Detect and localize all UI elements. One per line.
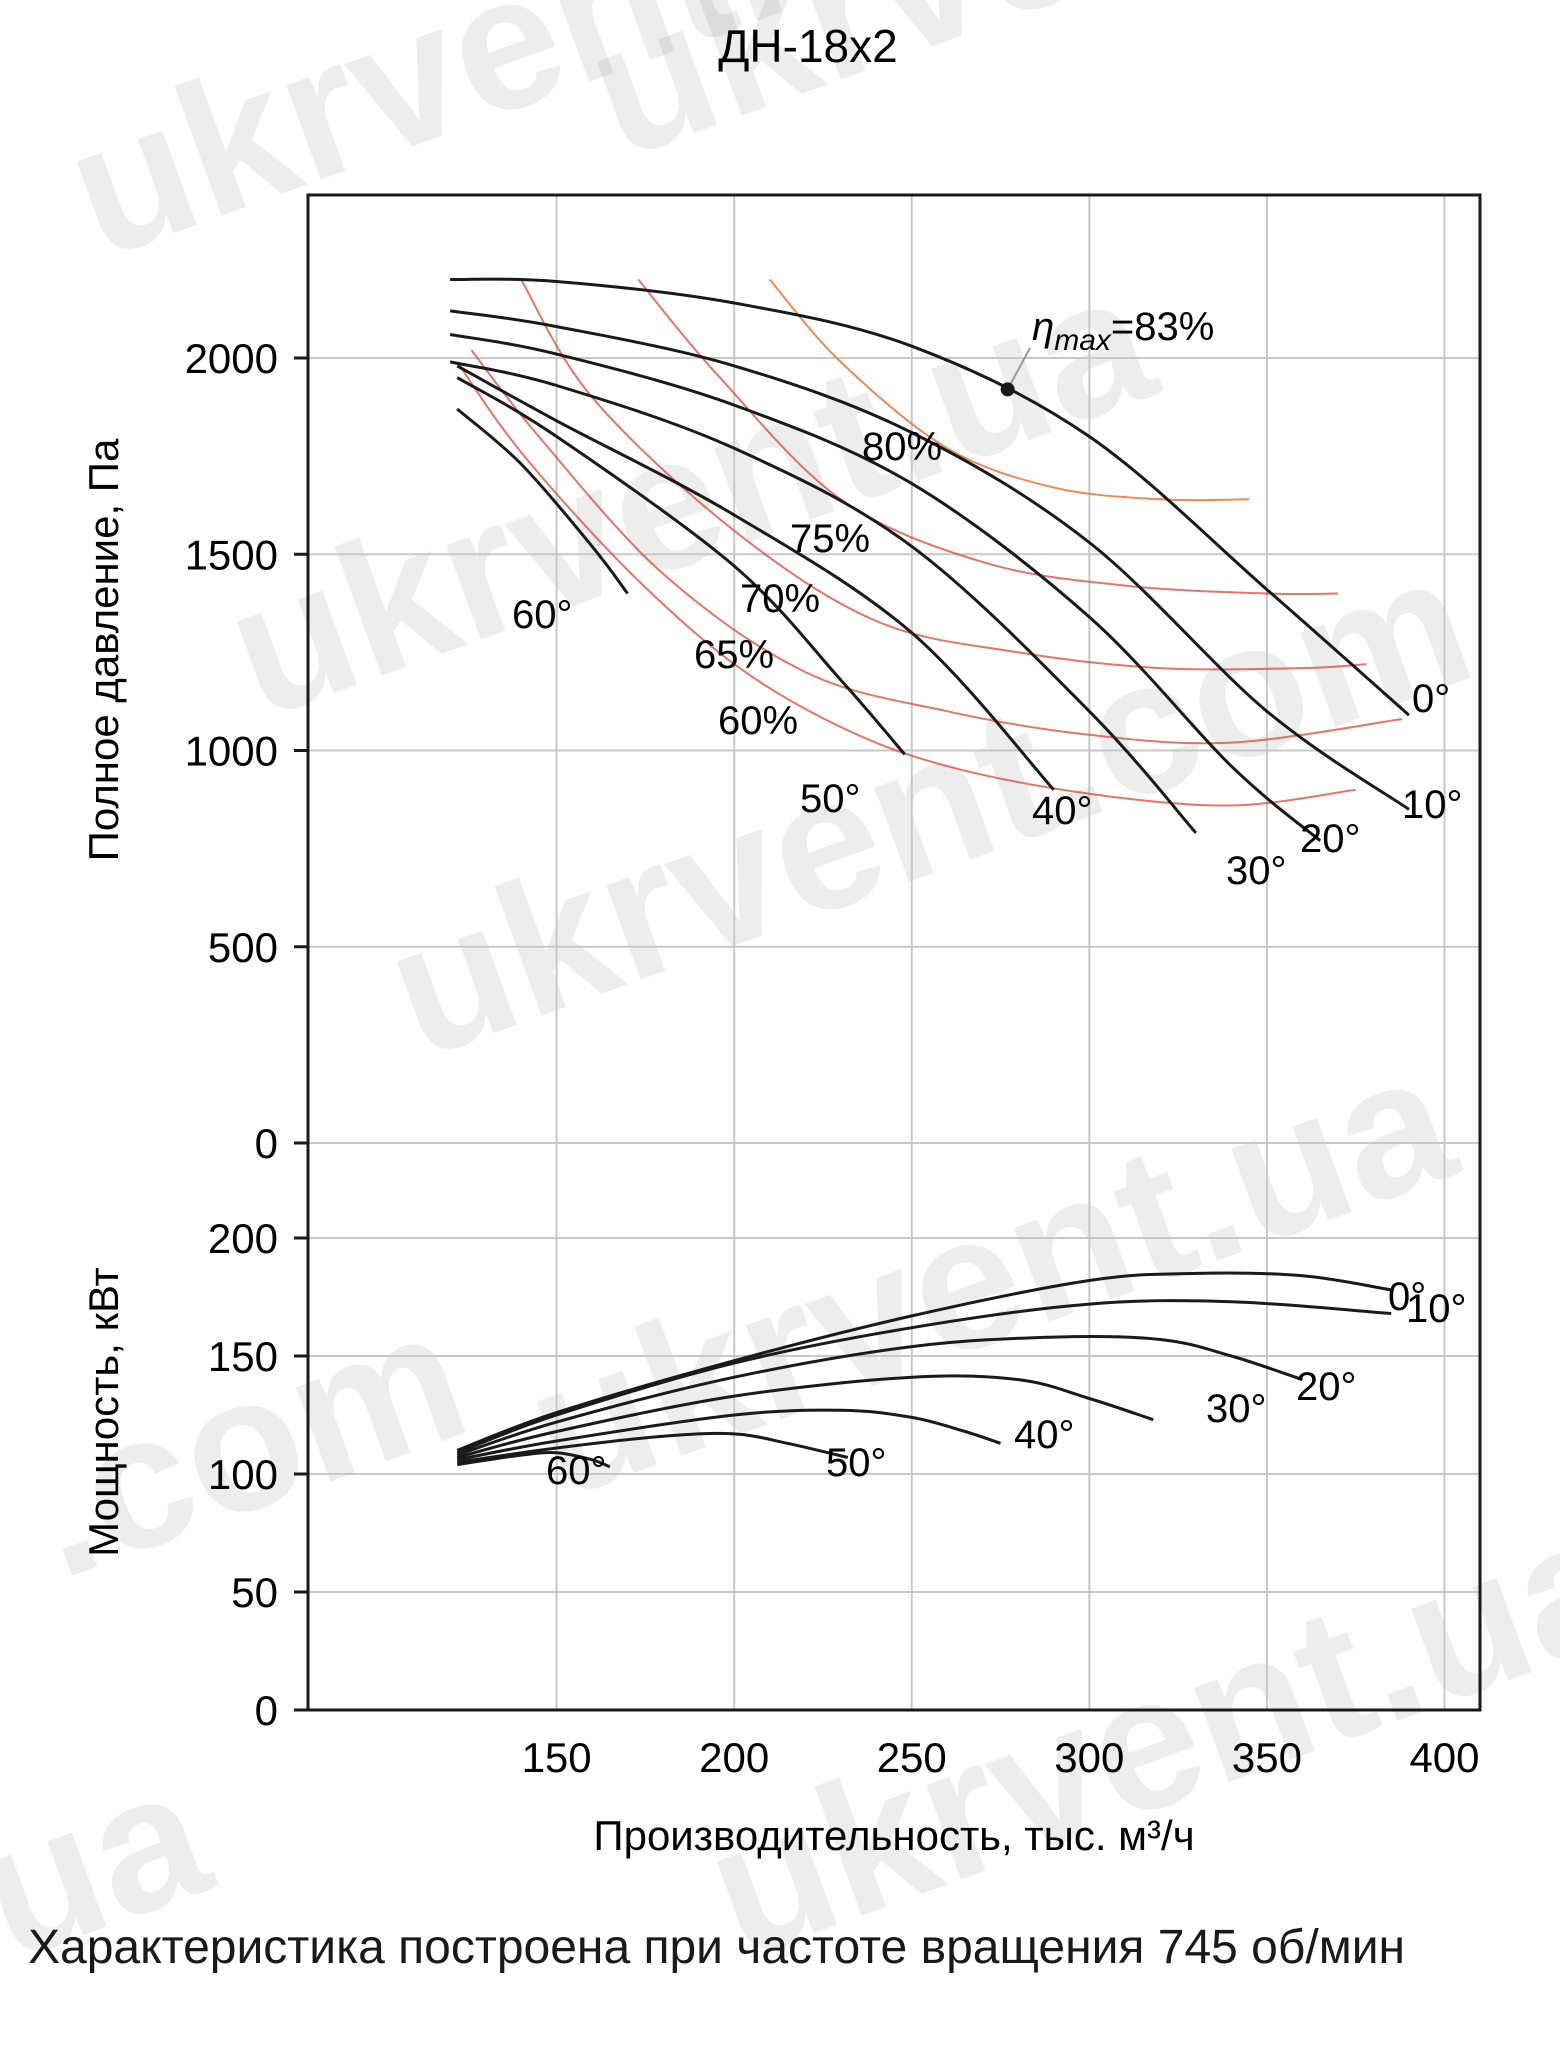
power-y-tick-label: 150 (208, 1333, 278, 1380)
power-y-tick-label: 0 (255, 1687, 278, 1734)
power-series-label: 40° (1014, 1413, 1075, 1457)
pressure-y-tick-label: 500 (208, 924, 278, 971)
eta-max-point (1001, 382, 1015, 396)
chart-title: ДН-18х2 (718, 20, 897, 72)
efficiency-label: 65% (694, 633, 774, 677)
power-y-axis-label: Мощность, кВт (80, 1267, 127, 1557)
x-tick-label: 150 (522, 1734, 592, 1781)
power-y-tick-label: 200 (208, 1215, 278, 1262)
pressure-y-tick-label: 1500 (185, 531, 278, 578)
x-axis-label: Производительность, тыс. м³/ч (593, 1812, 1194, 1859)
x-tick-label: 250 (877, 1734, 947, 1781)
pressure-y-axis-label: Полное давление, Па (80, 438, 127, 861)
pressure-series-label: 20° (1300, 817, 1361, 861)
power-y-tick-label: 50 (231, 1569, 278, 1616)
power-series-label: 50° (826, 1441, 887, 1485)
watermark-text: .com (2, 1268, 491, 1619)
pressure-series-label: 60° (512, 593, 573, 637)
pressure-series-label: 50° (800, 777, 861, 821)
pressure-series-label: 10° (1402, 783, 1463, 827)
power-series-label: 20° (1296, 1365, 1357, 1409)
pressure-y-tick-label: 1000 (185, 728, 278, 775)
power-series-label: 10° (1406, 1287, 1467, 1331)
watermark-text: ukrvent.ua (502, 1010, 1479, 1538)
pressure-series-label: 0° (1412, 677, 1450, 721)
x-tick-label: 400 (1409, 1734, 1479, 1781)
x-tick-label: 200 (699, 1734, 769, 1781)
efficiency-label: 75% (790, 517, 870, 561)
efficiency-label: 80% (862, 425, 942, 469)
power-series-label: 30° (1206, 1387, 1267, 1431)
efficiency-label: 70% (740, 577, 820, 621)
power-series-label: 60° (546, 1449, 607, 1493)
pressure-series-label: 40° (1032, 789, 1093, 833)
power-y-tick-label: 100 (208, 1451, 278, 1498)
x-tick-label: 300 (1054, 1734, 1124, 1781)
pressure-y-tick-label: 2000 (185, 335, 278, 382)
x-tick-label: 350 (1232, 1734, 1302, 1781)
efficiency-label: 60% (718, 699, 798, 743)
chart-caption: Характеристика построена при частоте вра… (28, 1918, 1528, 1978)
watermark-text: ukrvent.ua (562, 0, 1539, 199)
pressure-y-tick-label: 0 (255, 1120, 278, 1167)
pressure-series-label: 30° (1226, 849, 1287, 893)
